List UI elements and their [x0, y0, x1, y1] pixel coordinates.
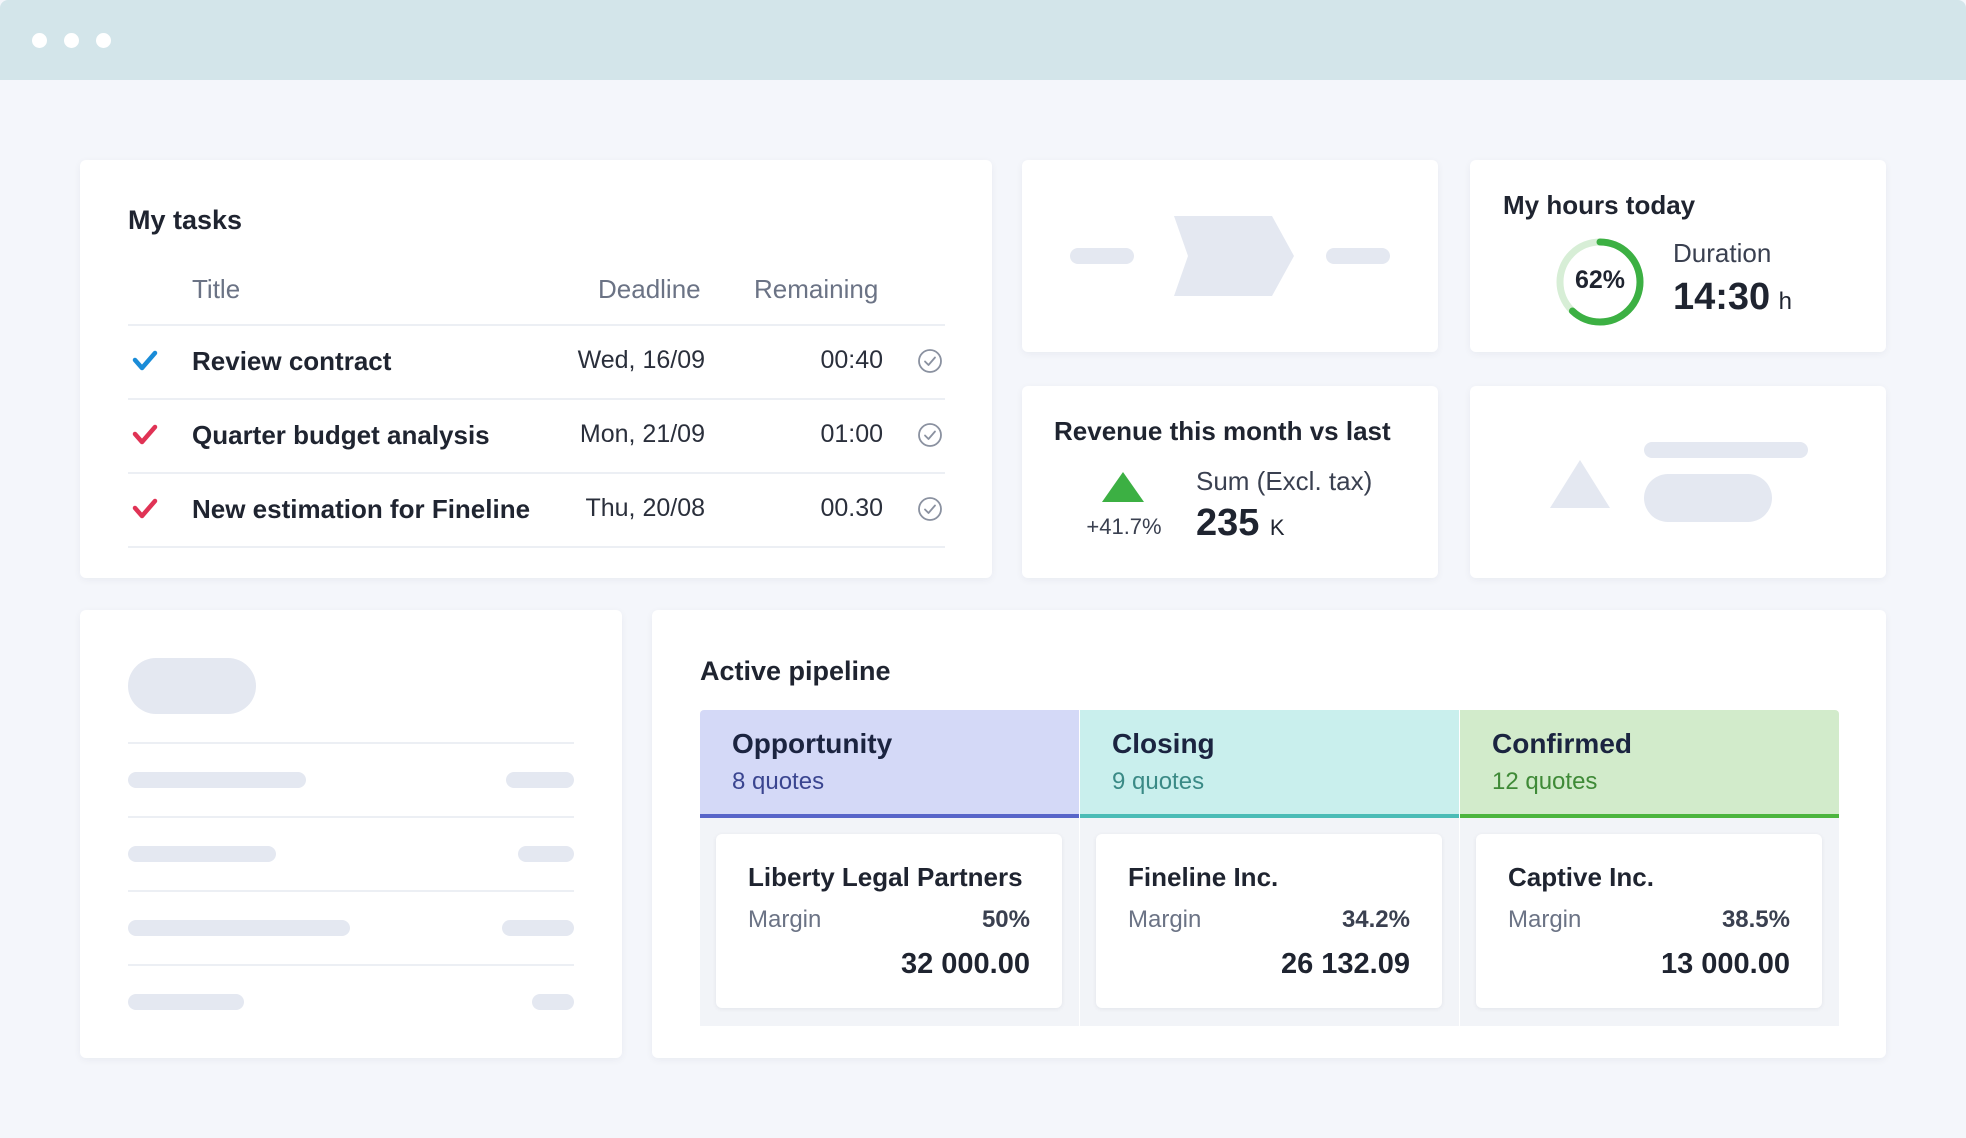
- task-title: New estimation for Fineline: [192, 494, 531, 524]
- pipeline-column-name: Closing: [1112, 728, 1215, 759]
- pipeline-column-count: 8 quotes: [732, 768, 825, 795]
- tasks-title: My tasks: [128, 205, 243, 235]
- revenue-sum-label: Sum (Excl. tax): [1196, 466, 1373, 496]
- pipeline-column-accent: [1460, 814, 1839, 818]
- chevron-shape-icon: [1174, 216, 1294, 296]
- pipeline-title: Active pipeline: [700, 656, 891, 686]
- deal-card[interactable]: Liberty Legal Partners Margin 50% 32 000…: [716, 834, 1062, 1008]
- skeleton-bar: [128, 772, 306, 788]
- checkmark-icon: [132, 424, 158, 445]
- deal-card[interactable]: Fineline Inc. Margin 34.2% 26 132.09: [1096, 834, 1442, 1008]
- window-dot-close[interactable]: [32, 33, 47, 48]
- task-deadline: Mon, 21/09: [579, 420, 705, 448]
- pipeline-column-opportunity[interactable]: Opportunity 8 quotes: [700, 710, 1079, 818]
- skeleton-bar: [1326, 248, 1390, 264]
- deal-margin-value: 38.5%: [1721, 906, 1790, 933]
- pipeline-column-accent: [700, 814, 1079, 818]
- deal-card[interactable]: Captive Inc. Margin 38.5% 13 000.00: [1476, 834, 1822, 1008]
- hours-title: My hours today: [1503, 190, 1696, 220]
- trend-up-icon: [1102, 472, 1144, 502]
- skeleton-divider: [128, 742, 574, 744]
- skeleton-divider: [128, 964, 574, 966]
- task-row[interactable]: New estimation for Fineline Thu, 20/08 0…: [128, 474, 945, 546]
- skeleton-bar: [506, 772, 574, 788]
- pipeline-column-body: Captive Inc. Margin 38.5% 13 000.00: [1460, 818, 1839, 1026]
- revenue-sum-value: 235: [1196, 502, 1260, 544]
- deal-margin-label: Margin: [1508, 906, 1582, 933]
- revenue-sum-group: 235 K: [1196, 502, 1285, 545]
- complete-circle-icon[interactable]: [917, 422, 943, 448]
- tasks-header-remaining: Remaining: [754, 274, 879, 304]
- revenue-change: +41.7%: [1086, 514, 1162, 539]
- skeleton-bar: [518, 846, 574, 862]
- task-title: Quarter budget analysis: [192, 420, 490, 450]
- tasks-divider: [128, 398, 945, 400]
- pipeline-column-confirmed[interactable]: Confirmed 12 quotes: [1460, 710, 1839, 818]
- deal-margin-label: Margin: [748, 906, 822, 933]
- pipeline-column-count: 12 quotes: [1492, 768, 1598, 795]
- task-row[interactable]: Review contract Wed, 16/09 00:40: [128, 326, 945, 398]
- deal-amount: 26 132.09: [1280, 948, 1410, 980]
- tasks-header-title: Title: [192, 274, 241, 304]
- pipeline-column-body: Liberty Legal Partners Margin 50% 32 000…: [700, 818, 1079, 1026]
- checkmark-icon: [132, 350, 158, 371]
- deal-name: Liberty Legal Partners: [748, 862, 1023, 892]
- hours-card: [1470, 160, 1886, 352]
- revenue-title: Revenue this month vs last: [1054, 416, 1391, 446]
- pipeline-column-count: 9 quotes: [1112, 768, 1205, 795]
- task-remaining: 01:00: [820, 420, 883, 448]
- skeleton-bar: [128, 994, 244, 1010]
- task-row[interactable]: Quarter budget analysis Mon, 21/09 01:00: [128, 400, 945, 472]
- skeleton-divider: [128, 816, 574, 818]
- task-remaining: 00:40: [820, 346, 883, 374]
- skeleton-pill: [1644, 474, 1772, 522]
- window-dot-maximize[interactable]: [96, 33, 111, 48]
- triangle-shape-icon: [1550, 460, 1610, 508]
- deal-margin-value: 50%: [981, 906, 1030, 933]
- tasks-divider: [128, 324, 945, 326]
- task-title: Review contract: [192, 346, 392, 376]
- duration-value: 14:30: [1673, 276, 1771, 318]
- tasks-card: [80, 160, 992, 578]
- pipeline-column-body: Fineline Inc. Margin 34.2% 26 132.09: [1080, 818, 1459, 1026]
- window-dot-minimize[interactable]: [64, 33, 79, 48]
- pipeline-column-name: Opportunity: [732, 728, 893, 759]
- duration-value-group: 14:30 h: [1673, 276, 1792, 319]
- duration-label: Duration: [1673, 238, 1772, 268]
- skeleton-bar: [502, 920, 574, 936]
- task-deadline: Wed, 16/09: [577, 346, 705, 374]
- duration-unit: h: [1778, 288, 1793, 315]
- deal-amount: 13 000.00: [1660, 948, 1790, 980]
- deal-margin-label: Margin: [1128, 906, 1202, 933]
- window-titlebar: [0, 0, 1966, 80]
- complete-circle-icon[interactable]: [917, 348, 943, 374]
- pipeline-column-name: Confirmed: [1492, 728, 1632, 759]
- revenue-card: [1022, 386, 1438, 578]
- skeleton-divider: [128, 890, 574, 892]
- hours-progress-ring: [1556, 238, 1644, 326]
- deal-amount: 32 000.00: [900, 948, 1030, 980]
- skeleton-bar: [532, 994, 574, 1010]
- skeleton-pill: [128, 658, 256, 714]
- skeleton-bar: [1644, 442, 1808, 458]
- tasks-header-deadline: Deadline: [598, 274, 701, 304]
- tasks-divider: [128, 546, 945, 548]
- tasks-divider: [128, 472, 945, 474]
- task-deadline: Thu, 20/08: [585, 494, 705, 522]
- deal-name: Fineline Inc.: [1128, 862, 1279, 892]
- skeleton-bar: [1070, 248, 1134, 264]
- complete-circle-icon[interactable]: [917, 496, 943, 522]
- skeleton-bar: [128, 920, 350, 936]
- checkmark-icon: [132, 498, 158, 519]
- pipeline-column-accent: [1080, 814, 1459, 818]
- deal-margin-value: 34.2%: [1341, 906, 1410, 933]
- task-remaining: 00.30: [820, 494, 883, 522]
- hours-percent: 62%: [1574, 266, 1626, 294]
- deal-name: Captive Inc.: [1508, 862, 1654, 892]
- revenue-sum-unit: K: [1269, 515, 1285, 540]
- skeleton-bar: [128, 846, 276, 862]
- pipeline-column-closing[interactable]: Closing 9 quotes: [1080, 710, 1459, 818]
